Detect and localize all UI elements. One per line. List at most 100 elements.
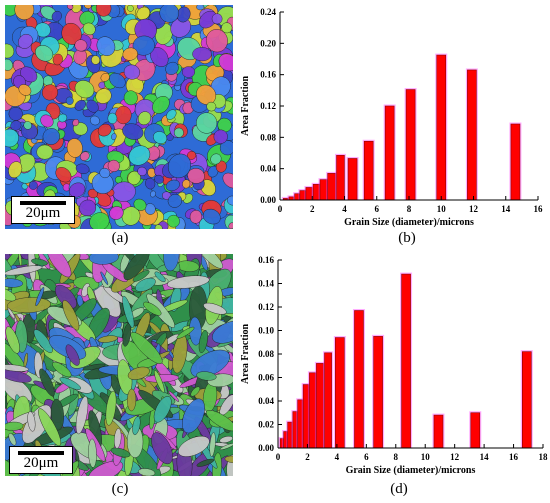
ebsd-map-c <box>5 254 233 476</box>
y-tick-label: 0.02 <box>258 420 274 430</box>
grain <box>38 408 62 447</box>
x-tick-label: 16 <box>509 452 519 462</box>
grain <box>154 224 163 229</box>
y-tick-label: 0.04 <box>258 396 274 406</box>
y-tick-label: 0.00 <box>258 443 274 453</box>
grain <box>97 335 118 343</box>
grain <box>122 47 138 61</box>
grain <box>100 271 109 285</box>
x-tick-label: 2 <box>310 204 315 214</box>
y-tick-label: 0.12 <box>260 101 276 111</box>
x-axis-label: Grain Size (diameter)/microns <box>346 465 476 476</box>
grain <box>74 99 86 111</box>
bar <box>336 155 345 201</box>
y-tick-label: 0.00 <box>260 195 276 205</box>
grain <box>196 371 217 381</box>
y-tick-label: 0.06 <box>258 373 274 383</box>
bar <box>309 372 317 449</box>
grain <box>100 73 110 82</box>
grain <box>74 80 95 99</box>
grain <box>5 326 20 354</box>
grain <box>213 129 228 144</box>
grain <box>66 138 83 158</box>
grain <box>190 349 231 378</box>
bar <box>324 352 332 449</box>
grain <box>97 123 112 137</box>
grain <box>205 29 228 53</box>
grain <box>190 386 201 397</box>
x-tick-label: 14 <box>501 204 511 214</box>
grain <box>7 307 16 320</box>
bar <box>327 173 336 201</box>
bar <box>287 421 293 449</box>
grain <box>133 198 147 211</box>
grain <box>159 5 179 23</box>
grain-size-chart-b: 0.00 0.04 0.08 0.12 0.16 0.20 0.24 0 2 4 6 8 10 12 14 1… <box>240 7 543 228</box>
scale-bar-text: 20μm <box>25 205 61 221</box>
grain <box>137 166 147 176</box>
grain <box>8 106 23 121</box>
grain <box>132 416 141 436</box>
grain <box>132 35 155 56</box>
grain <box>127 366 150 380</box>
grain <box>39 368 55 397</box>
grain <box>189 210 203 224</box>
grain <box>153 131 168 145</box>
grain <box>96 36 116 56</box>
grain <box>58 113 68 123</box>
grain <box>89 115 100 126</box>
bar <box>363 140 374 201</box>
grain <box>5 278 23 288</box>
grain <box>89 254 119 265</box>
grain <box>54 284 77 309</box>
x-tick-label: 0 <box>276 452 281 462</box>
bar <box>433 414 444 449</box>
grain <box>27 411 36 432</box>
panel-label-d: (d) <box>390 481 408 497</box>
grain <box>62 299 80 331</box>
grain <box>8 433 17 446</box>
grain <box>196 112 218 134</box>
grain <box>122 123 144 140</box>
grain <box>202 208 221 225</box>
grain <box>91 55 101 65</box>
grain <box>5 421 24 431</box>
grain <box>36 144 54 160</box>
grain <box>111 133 117 141</box>
x-tick-label: 6 <box>364 452 369 462</box>
grain <box>95 5 112 17</box>
grain <box>143 301 162 316</box>
grain <box>137 111 152 126</box>
grain <box>52 53 63 66</box>
bar <box>467 69 477 201</box>
y-tick-label: 0.08 <box>260 132 276 142</box>
x-tick-label: 4 <box>335 452 340 462</box>
grain <box>219 442 233 451</box>
grain <box>79 151 90 161</box>
x-tick-label: 8 <box>394 452 399 462</box>
grain <box>5 287 17 302</box>
grain <box>8 161 23 179</box>
grain <box>89 212 110 229</box>
grain <box>79 199 97 217</box>
grain <box>10 120 22 131</box>
scale-bar-c: 20μm <box>9 446 73 474</box>
grain <box>123 90 138 106</box>
x-tick-label: 18 <box>539 452 549 462</box>
grain <box>154 370 165 393</box>
grain <box>221 22 233 34</box>
grain <box>136 6 151 21</box>
panel-label-a: (a) <box>111 230 129 246</box>
grain <box>228 222 233 229</box>
grain <box>219 435 233 444</box>
bar <box>436 54 447 201</box>
grain <box>95 88 112 104</box>
scale-bar-a: 20μm <box>11 196 75 224</box>
x-tick-label: 0 <box>278 204 283 214</box>
grain <box>196 5 205 11</box>
grain <box>14 5 35 20</box>
grain <box>206 101 217 112</box>
bar <box>312 184 320 201</box>
grain <box>35 287 45 307</box>
grain <box>18 254 23 267</box>
